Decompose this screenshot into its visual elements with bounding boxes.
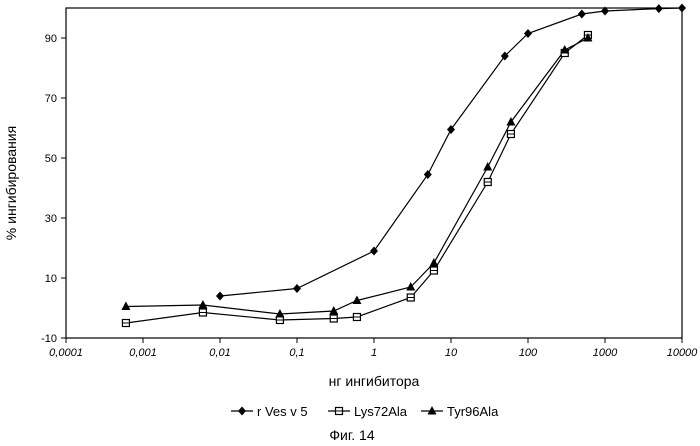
x-tick-label: 10000 [667,347,698,359]
legend-label-r-ves-v-5: r Ves v 5 [257,404,308,419]
x-tick-label: 0,01 [209,347,230,359]
series-lines [125,7,683,324]
y-tick-label: -10 [41,333,57,345]
legend-label-tyr96ala: Tyr96Ala [447,404,499,419]
data-point-tyr96ala [329,306,339,315]
legend-label-lys72ala: Lys72Ala [354,404,408,419]
data-point-r-ves-v-5 [524,29,532,38]
y-tick-label: 50 [45,153,57,165]
series-line-tyr96ala [125,37,589,315]
y-tick-label: 90 [45,33,57,45]
data-point-lys72ala [506,129,516,139]
data-point-r-ves-v-5 [423,170,432,179]
x-tick-label: 100 [519,347,538,359]
data-point-tyr96ala [560,45,570,54]
x-tick-label: 1 [371,347,377,359]
data-point-lys72ala [429,266,439,275]
plot-border [65,7,683,339]
data-point-tyr96ala [198,300,208,309]
data-point-r-ves-v-5 [370,246,378,256]
x-axis-title: нг ингибитора [329,373,420,389]
plot-frame [65,7,683,339]
y-tick-label: 10 [45,273,57,285]
y-axis-title: % ингибирования [3,126,19,240]
legend-marker-lys72ala [334,406,344,416]
data-point-lys72ala [329,314,338,323]
data-point-r-ves-v-5 [293,284,301,293]
y-tick-label: 30 [45,213,57,225]
data-point-r-ves-v-5 [500,51,509,61]
data-point-tyr96ala [583,33,593,42]
x-tick-label: 0,001 [129,347,157,359]
data-point-tyr96ala [275,309,285,318]
y-axis-ticks: -10 10 30 50 70 90 [41,33,66,345]
figure-caption: Фиг. 14 [329,427,374,443]
x-axis-ticks: 0,0001 0,001 0,01 0,1 1 10 100 1000 10000 [49,338,698,359]
data-point-r-ves-v-5 [678,3,686,13]
data-point-lys72ala [352,312,362,322]
data-point-lys72ala [275,315,285,325]
data-point-tyr96ala [352,295,362,304]
data-point-r-ves-v-5 [654,4,663,14]
series-line-r-ves-v-5 [219,7,683,297]
data-point-tyr96ala [121,301,131,310]
data-point-lys72ala [121,318,131,328]
data-point-r-ves-v-5 [601,6,609,16]
x-tick-label: 0,1 [289,347,304,359]
x-tick-label: 0,0001 [49,347,83,359]
data-point-r-ves-v-5 [577,9,586,19]
data-point-lys72ala [198,308,208,317]
data-point-r-ves-v-5 [447,125,455,134]
legend-marker-r-ves-v-5 [238,406,246,416]
data-point-lys72ala [406,293,415,302]
data-point-lys72ala [483,177,492,187]
x-tick-label: 10 [445,347,458,359]
x-tick-label: 1000 [593,347,618,359]
series-line-lys72ala [125,34,589,324]
data-point-tyr96ala [483,162,493,171]
legend-marker-tyr96ala [427,406,437,415]
legend: r Ves v 5 Lys72Ala Tyr96Ala [231,404,499,419]
data-point-r-ves-v-5 [216,291,224,301]
data-point-tyr96ala [406,282,416,291]
data-point-tyr96ala [506,117,516,126]
series-markers [121,3,686,328]
data-point-tyr96ala [429,258,439,267]
y-tick-label: 70 [45,93,57,105]
